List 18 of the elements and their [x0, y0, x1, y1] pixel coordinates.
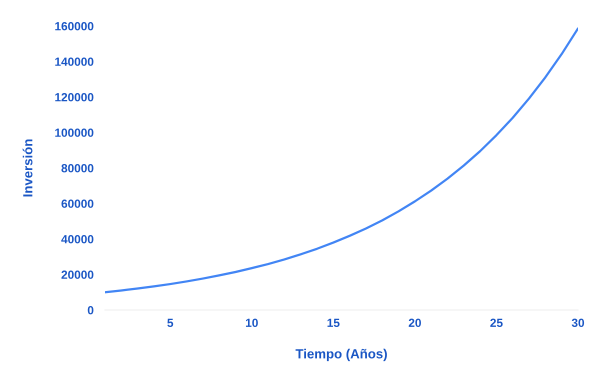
- x-tick-label: 20: [408, 318, 421, 328]
- line-series: [105, 27, 578, 294]
- x-tick-label: 30: [572, 318, 584, 328]
- y-tick-label: 140000: [55, 58, 94, 66]
- y-tick-label: 80000: [61, 164, 94, 172]
- y-axis-title: Inversión: [22, 139, 32, 196]
- y-tick-label: 160000: [55, 22, 94, 30]
- y-tick-label: 60000: [61, 200, 94, 208]
- x-tick-label: 5: [167, 318, 174, 328]
- y-tick-label: 40000: [61, 235, 94, 244]
- x-tick-label: 25: [490, 318, 503, 328]
- y-tick-label: 0: [88, 306, 94, 314]
- x-tick-label: 10: [246, 318, 258, 328]
- y-tick-label: 120000: [55, 93, 94, 102]
- x-axis-title: Tiempo (Años): [296, 348, 387, 362]
- x-tick-label: 15: [328, 318, 340, 328]
- y-tick-label: 100000: [55, 128, 94, 137]
- y-tick-label: 20000: [61, 270, 94, 279]
